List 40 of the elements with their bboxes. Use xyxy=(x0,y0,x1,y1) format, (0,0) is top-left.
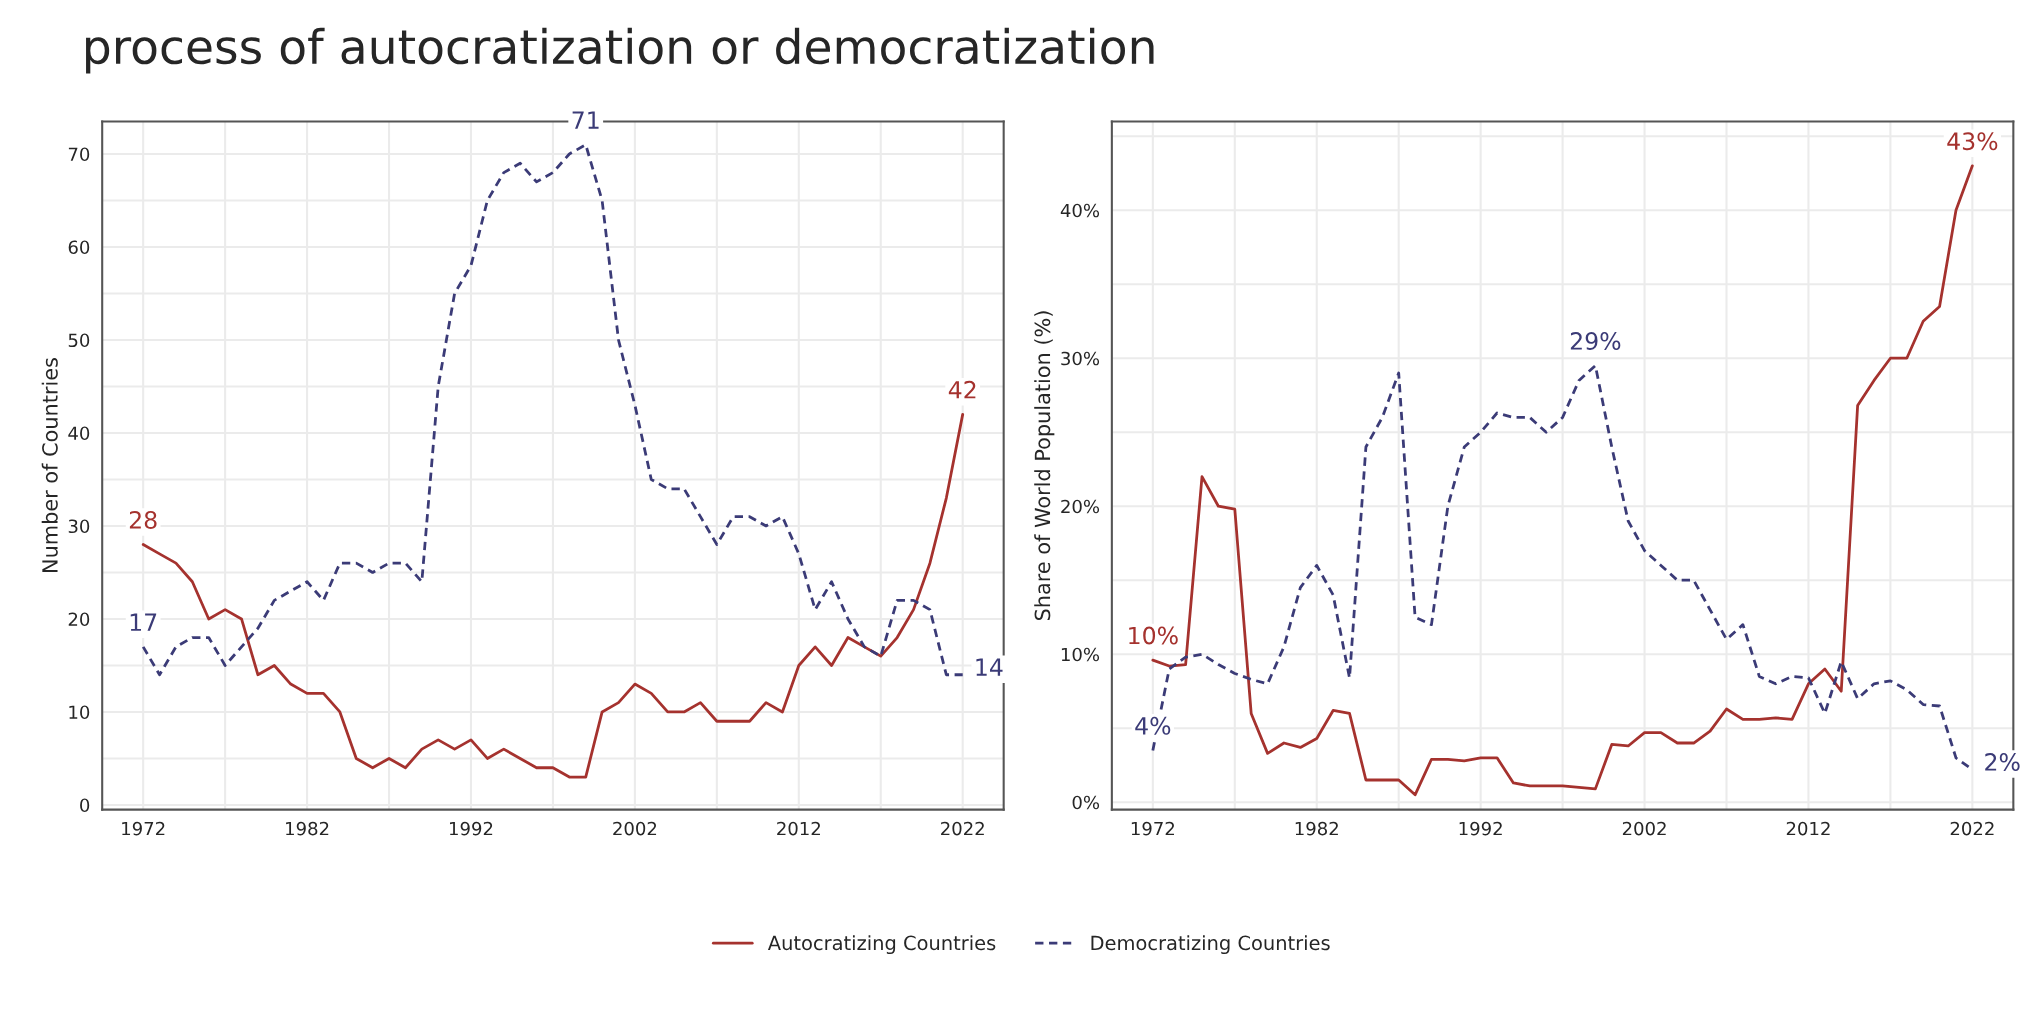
annotation: 4% xyxy=(1135,716,1171,735)
x-tick-label: 2012 xyxy=(1786,821,1830,836)
annotation: 17 xyxy=(130,613,157,631)
x-tick-label: 2012 xyxy=(777,821,820,836)
x-tick-label: 2022 xyxy=(1950,821,1994,836)
y-tick-label: 30% xyxy=(1061,351,1100,366)
x-tick-label: 1982 xyxy=(1295,821,1338,836)
x-tick-label: 2002 xyxy=(1622,821,1666,836)
annotation: 71 xyxy=(572,111,599,129)
annotation: 43% xyxy=(1947,132,1998,151)
annotation: 42 xyxy=(948,380,976,399)
legend-label: Democratizing Countries xyxy=(1091,935,1330,955)
x-tick-label: 1992 xyxy=(1459,821,1502,836)
x-tick-label: 1972 xyxy=(122,821,165,836)
y-tick-label: 60 xyxy=(68,240,90,255)
y-tick-label: 20% xyxy=(1061,499,1100,514)
y-tick-label: 0% xyxy=(1072,795,1100,810)
annotation: 29% xyxy=(1570,332,1621,350)
x-tick-label: 2022 xyxy=(941,821,984,836)
y-tick-label: 20 xyxy=(68,612,90,627)
y-tick-label: 40% xyxy=(1060,203,1100,218)
annotation: 10% xyxy=(1129,626,1178,645)
legend-label: Autocratizing Countries xyxy=(767,935,996,955)
y-tick-label: 50 xyxy=(68,333,90,348)
x-tick-label: 2002 xyxy=(613,821,657,836)
chart-title: process of autocratization or democratization xyxy=(86,27,1154,74)
y-tick-label: 30 xyxy=(68,519,90,534)
y-tick-label: 40 xyxy=(68,426,90,441)
y-axis-title: Share of World Population (%) xyxy=(1034,311,1055,621)
y-tick-label: 10 xyxy=(69,705,90,720)
x-tick-label: 1982 xyxy=(286,821,329,836)
y-axis-title: Number of Countries xyxy=(41,358,58,572)
y-tick-label: 10% xyxy=(1061,647,1100,662)
y-tick-label: 0 xyxy=(80,798,90,813)
annotation: 28 xyxy=(129,511,157,529)
annotation: 2% xyxy=(1985,753,2020,771)
x-tick-label: 1992 xyxy=(450,821,493,836)
y-tick-label: 70 xyxy=(68,147,90,162)
x-tick-label: 1972 xyxy=(1131,821,1174,836)
annotation: 14 xyxy=(976,658,1003,676)
